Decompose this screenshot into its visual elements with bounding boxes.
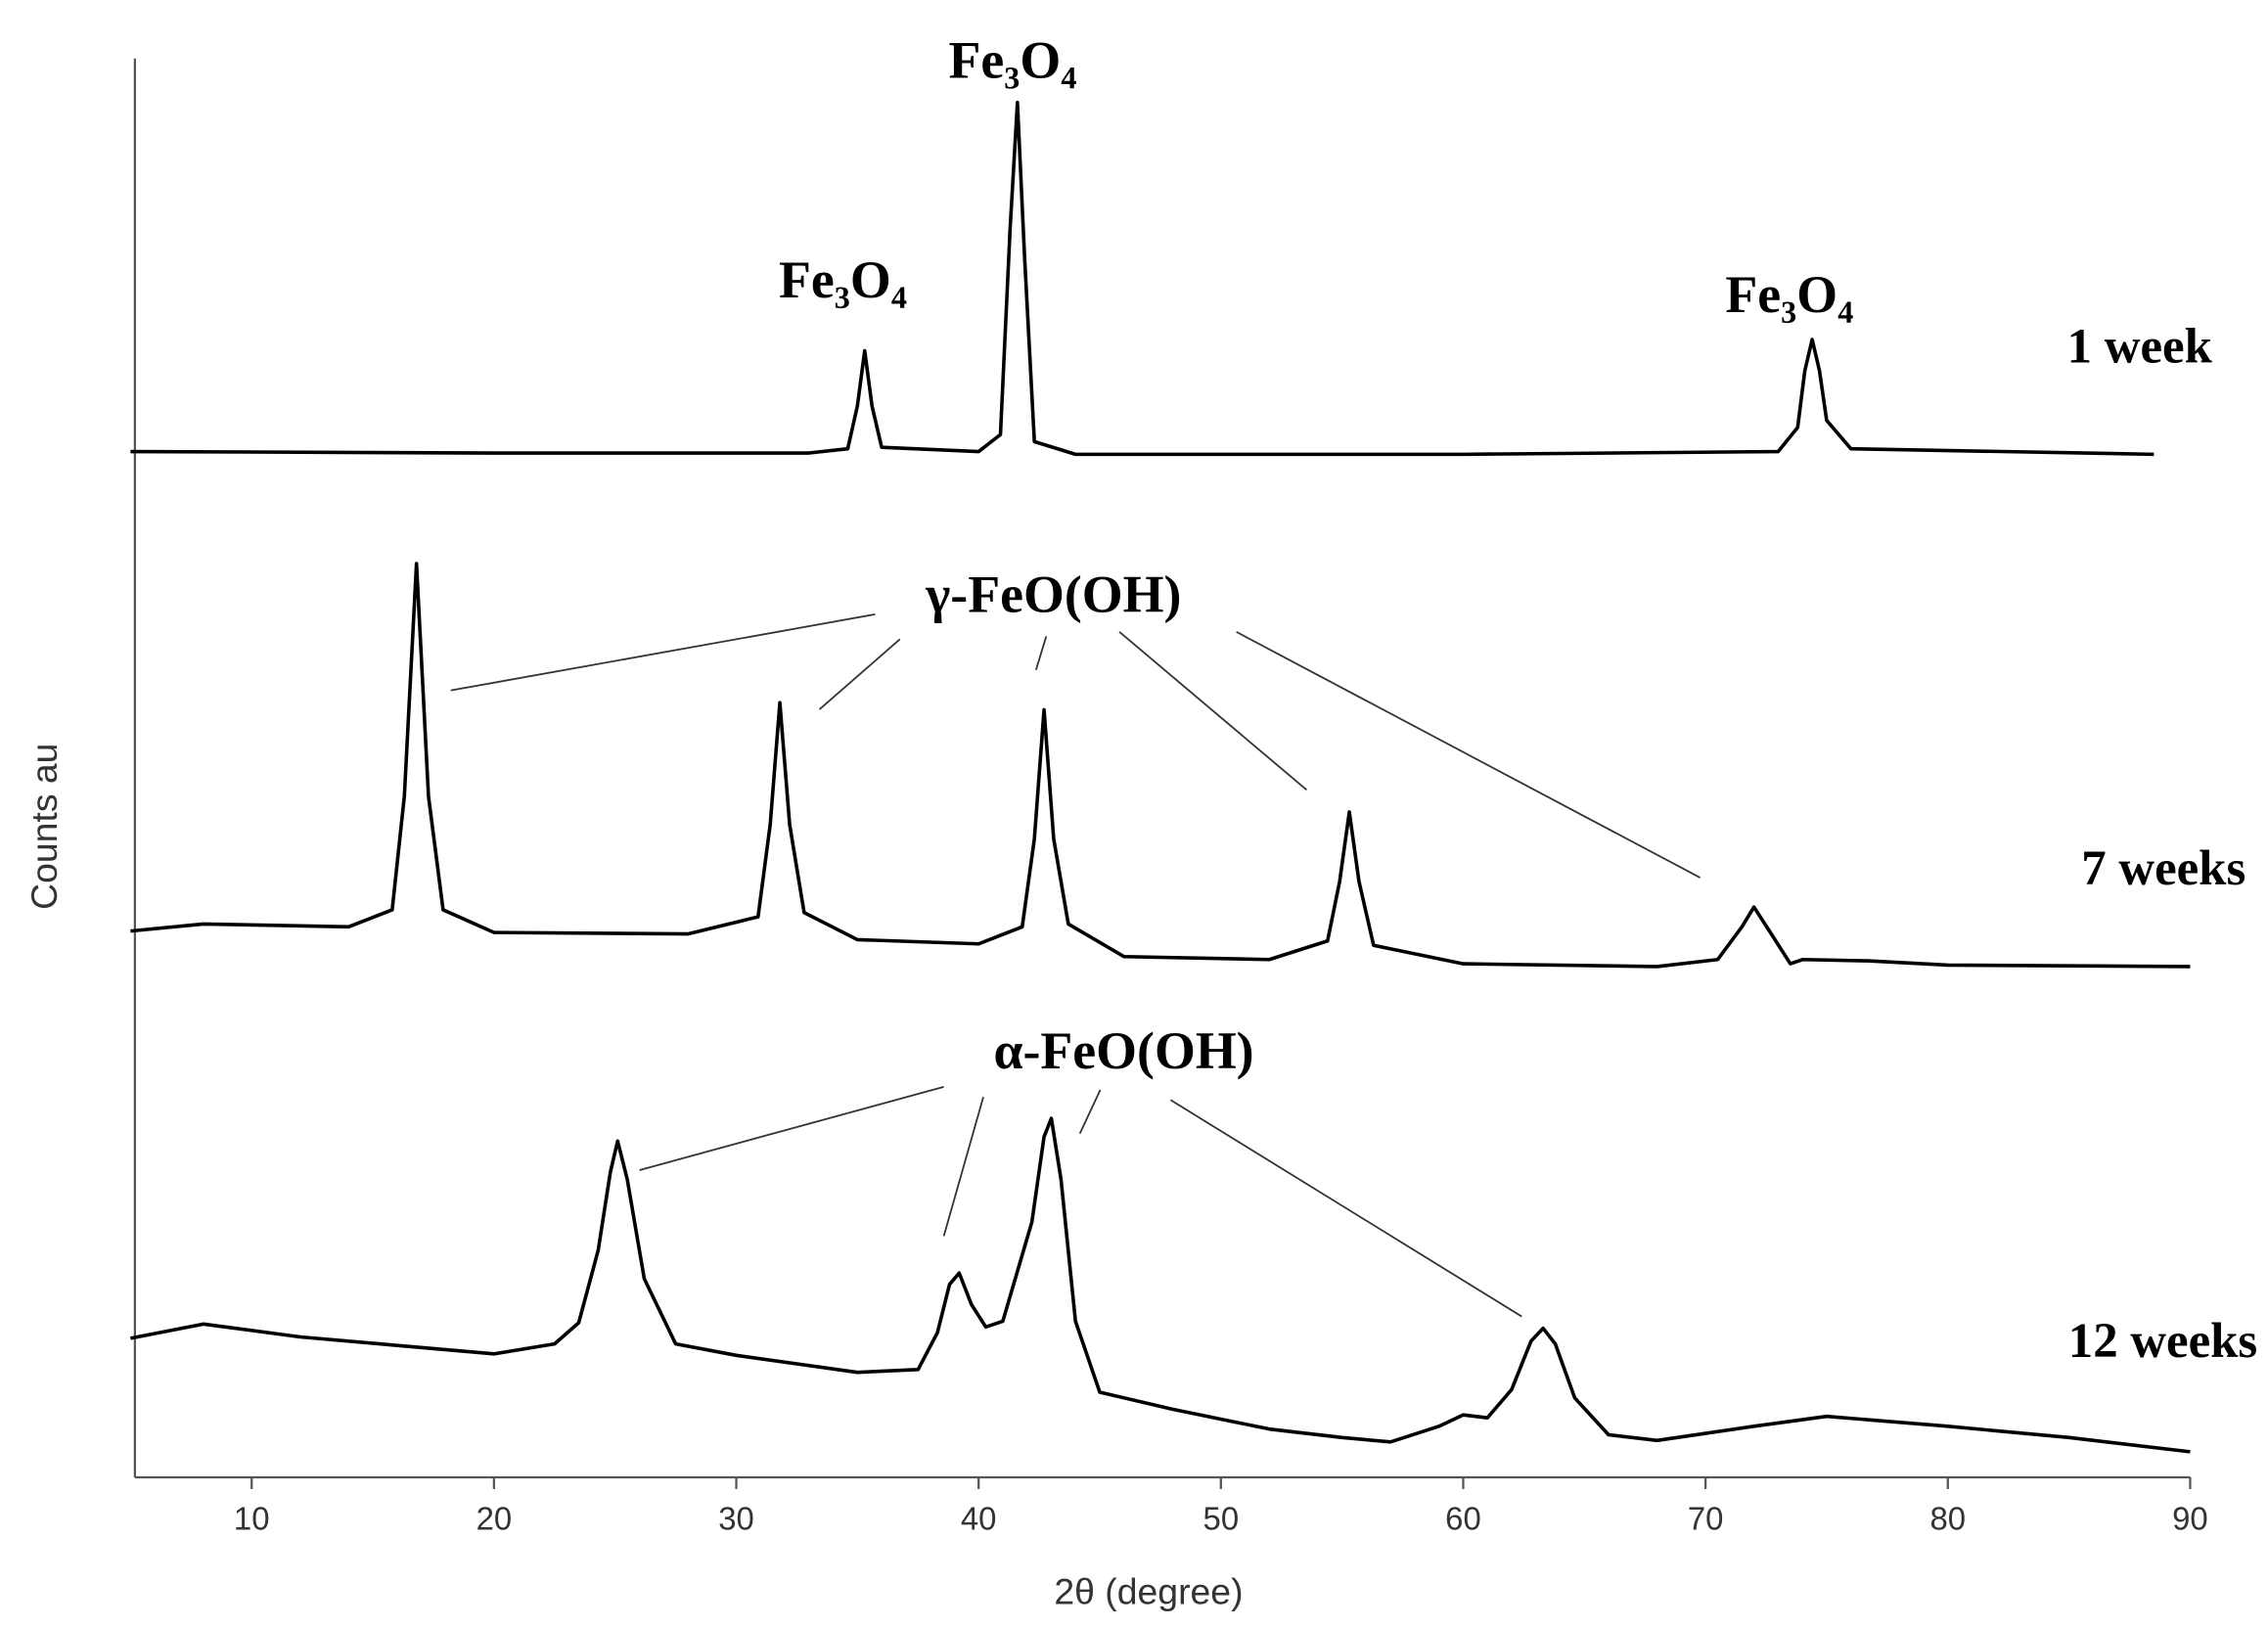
leader-line — [639, 1085, 944, 1171]
x-tick-label: 10 — [234, 1501, 270, 1537]
x-tick-label: 50 — [1203, 1501, 1240, 1537]
x-tick-label: 60 — [1445, 1501, 1481, 1537]
leader-line — [1169, 1099, 1522, 1318]
xrd-trace — [130, 101, 2155, 457]
leader-line — [818, 638, 901, 710]
series-label: 12 weeks — [2068, 1313, 2257, 1368]
x-tick-label: 70 — [1688, 1501, 1724, 1537]
x-tick-label: 20 — [476, 1501, 513, 1537]
x-tick-label: 80 — [1929, 1501, 1966, 1537]
peak-annotation: α-FeO(OH) — [993, 1021, 1253, 1080]
peak-annotation: Fe₃O₄ — [1725, 265, 1853, 324]
leader-line — [450, 613, 876, 692]
series-label: 7 weeks — [2081, 840, 2245, 895]
peak-annotation: γ-FeO(OH) — [925, 565, 1181, 623]
x-tick-label: 40 — [961, 1501, 997, 1537]
xrd-trace — [130, 562, 2191, 969]
leader-line — [1078, 1089, 1102, 1135]
series-label: 1 week — [2067, 318, 2213, 373]
x-tick-label: 30 — [718, 1501, 754, 1537]
peak-annotation: Fe₃O₄ — [948, 31, 1076, 90]
leader-line — [1118, 631, 1307, 791]
peak-annotation: Fe₃O₄ — [779, 250, 907, 309]
leader-line — [942, 1097, 984, 1237]
x-axis-label: 2θ (degree) — [1054, 1570, 1243, 1611]
leader-line — [1236, 631, 1701, 879]
y-axis-label: Counts au — [23, 744, 65, 910]
x-tick-label: 90 — [2172, 1501, 2208, 1537]
xrd-trace — [130, 1116, 2191, 1454]
leader-line — [1034, 636, 1048, 670]
